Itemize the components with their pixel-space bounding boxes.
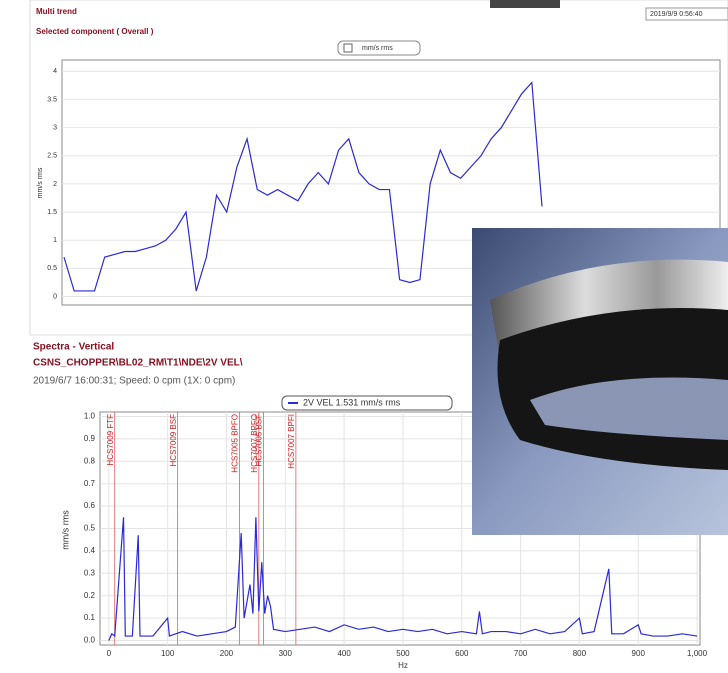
- spectra-info: 2019/6/7 16:00:31; Speed: 0 cpm (1X: 0 c…: [33, 376, 235, 387]
- trend-subtitle: Selected component ( Overall ): [36, 27, 154, 36]
- x-tick-label: 200: [220, 649, 234, 658]
- spectra-subtitle: CSNS_CHOPPER\BL02_RM\T1\NDE\2V VEL\: [33, 358, 243, 369]
- legend-label: mm/s rms: [362, 45, 393, 52]
- y-tick-label: 0.1: [84, 613, 96, 622]
- y-tick-label: 3: [53, 124, 57, 131]
- x-tick-label: 500: [396, 649, 410, 658]
- x-tick-label: 300: [279, 649, 293, 658]
- bearing-photo: [472, 228, 728, 535]
- x-tick-label: 1,000: [687, 649, 708, 658]
- y-tick-label: 0.9: [84, 434, 96, 443]
- y-tick-label: 1.5: [47, 209, 57, 216]
- x-tick-label: 700: [514, 649, 528, 658]
- y-tick-label: 3.5: [47, 96, 57, 103]
- y-tick-label: 1: [53, 237, 57, 244]
- legend-label: 2V VEL 1.531 mm/s rms: [303, 397, 401, 407]
- timestamp: 2019/9/9 0:56:40: [650, 11, 703, 18]
- fault-marker-label: HCS7009 FTF: [106, 414, 115, 466]
- x-axis-label: Hz: [398, 661, 408, 670]
- x-tick-label: 900: [632, 649, 646, 658]
- y-tick-label: 0.6: [84, 501, 96, 510]
- x-tick-label: 800: [573, 649, 587, 658]
- fault-marker-label: HCS7005 BSF: [255, 414, 264, 467]
- trend-title: Multi trend: [36, 7, 77, 16]
- fault-marker-label: HCS7009 BSF: [169, 414, 178, 467]
- y-tick-label: 0.0: [84, 636, 96, 645]
- fault-marker-label: HCS7007 BPFI: [287, 414, 296, 469]
- y-axis-label: mm/s rms: [37, 167, 44, 198]
- legend-checkbox[interactable]: [344, 44, 352, 52]
- y-tick-label: 0.5: [47, 265, 57, 272]
- y-tick-label: 0.7: [84, 479, 96, 488]
- y-tick-label: 1.0: [84, 412, 96, 421]
- x-tick-label: 600: [455, 649, 469, 658]
- y-tick-label: 0: [53, 293, 57, 300]
- x-tick-label: 0: [107, 649, 112, 658]
- spectra-title: Spectra - Vertical: [33, 342, 114, 353]
- y-tick-label: 2.5: [47, 153, 57, 160]
- x-tick-label: 400: [337, 649, 351, 658]
- y-tick-label: 0.3: [84, 568, 96, 577]
- y-tick-label: 0.4: [84, 546, 96, 555]
- screenshot: Multi trend Selected component ( Overall…: [0, 0, 728, 673]
- y-tick-label: 0.2: [84, 591, 96, 600]
- photo-edge: [490, 0, 560, 8]
- y-tick-label: 0.8: [84, 456, 96, 465]
- y-axis-label: mm/s rms: [60, 510, 70, 550]
- y-tick-label: 0.5: [84, 524, 96, 533]
- y-tick-label: 2: [53, 181, 57, 188]
- y-tick-label: 4: [53, 68, 57, 75]
- fault-marker-label: HCS7005 BPFO: [231, 414, 240, 473]
- x-tick-label: 100: [161, 649, 175, 658]
